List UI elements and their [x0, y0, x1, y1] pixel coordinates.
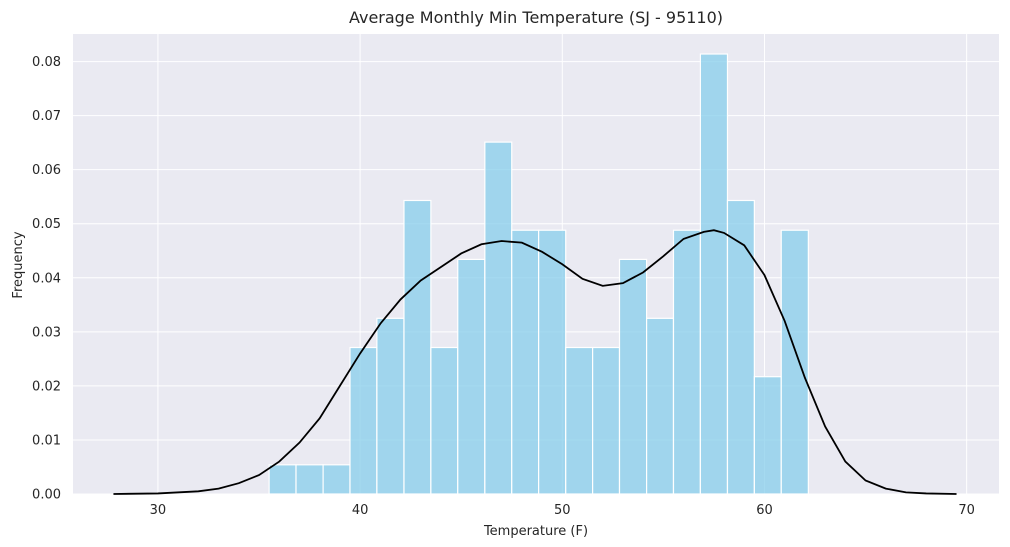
x-tick-label: 40: [352, 503, 369, 518]
kde-curve: [113, 229, 957, 495]
histogram-bar-15: [672, 229, 701, 495]
x-tick-label: 30: [150, 503, 167, 518]
histogram-bars: [268, 53, 809, 495]
x-axis-label: Temperature (F): [483, 524, 588, 539]
histogram-bar-12: [592, 346, 621, 495]
histogram-bar-14: [645, 317, 675, 495]
y-tick-label: 0.02: [32, 379, 61, 394]
y-tick-label: 0.08: [32, 55, 61, 70]
y-tick-label: 0.04: [32, 271, 61, 286]
y-tick-label: 0.00: [32, 488, 61, 503]
histogram-bar-18: [753, 376, 782, 495]
histogram-bar-13: [618, 258, 648, 495]
histogram-bar-17: [726, 199, 755, 495]
y-tick-label: 0.07: [32, 109, 61, 124]
histogram-bar-16: [699, 53, 729, 495]
y-tick-label: 0.03: [32, 325, 61, 340]
y-axis-label: Frequency: [11, 231, 26, 298]
y-tick-label: 0.05: [32, 217, 61, 232]
histogram-bar-3: [349, 346, 378, 495]
x-tick-label: 50: [554, 503, 571, 518]
histogram-bar-4: [376, 317, 405, 495]
histogram-bar-9: [511, 229, 540, 495]
histogram-bar-8: [484, 141, 513, 495]
histogram-bar-10: [538, 229, 567, 495]
x-tick-label: 60: [756, 503, 773, 518]
histogram-bar-0: [268, 464, 297, 495]
histogram-bar-5: [403, 199, 432, 495]
y-axis-ticks: 0.00 0.01 0.02 0.03 0.04 0.05 0.06 0.07 0.08: [32, 55, 61, 502]
x-axis-ticks: 30 40 50 60 70: [150, 503, 975, 518]
chart-title: Average Monthly Min Temperature (SJ - 95…: [349, 8, 723, 27]
y-tick-label: 0.06: [32, 163, 61, 178]
histogram-bar-19: [780, 229, 809, 495]
histogram-bar-11: [565, 346, 594, 495]
histogram-bar-2: [322, 464, 351, 495]
histogram-bar-1: [295, 464, 324, 495]
histogram-bar-6: [430, 346, 459, 495]
histogram-bar-7: [457, 258, 486, 495]
y-tick-label: 0.01: [32, 433, 61, 448]
x-tick-label: 70: [958, 503, 975, 518]
